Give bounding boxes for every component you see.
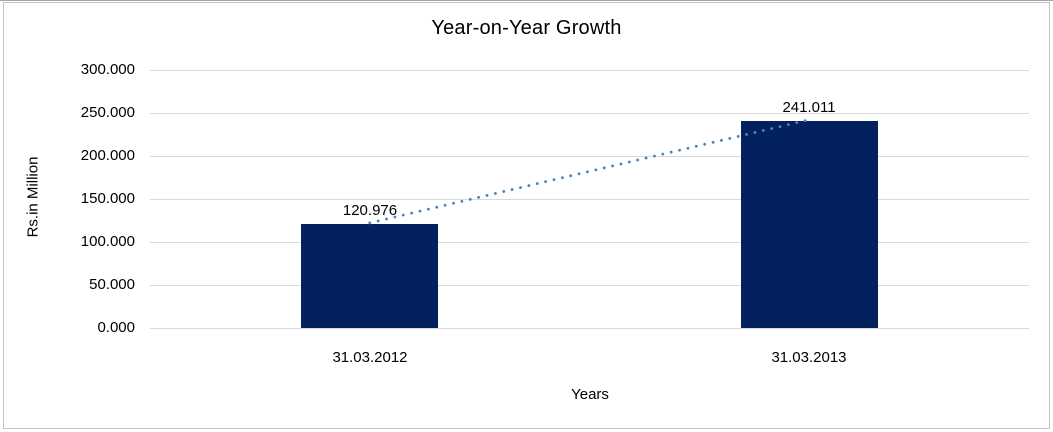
- y-axis-title: Rs.in Million: [24, 156, 42, 238]
- x-tick-label: 31.03.2012: [332, 349, 408, 366]
- screenshot-top-edge: [0, 0, 1053, 1]
- y-gridline: [150, 70, 1029, 71]
- y-gridline: [150, 328, 1029, 329]
- y-tick-label: 250.000: [80, 104, 135, 121]
- bar-data-label: 241.011: [782, 99, 836, 116]
- y-gridline: [150, 199, 1029, 200]
- x-tick-label: 31.03.2013: [771, 349, 847, 366]
- x-axis-title: Years: [571, 386, 609, 403]
- y-tick-label: 300.000: [80, 61, 135, 78]
- y-tick-label: 200.000: [80, 147, 135, 164]
- y-gridline: [150, 156, 1029, 157]
- y-gridline: [150, 113, 1029, 114]
- bar-31.03.2012: [301, 224, 438, 328]
- bar-data-label: 120.976: [342, 202, 398, 219]
- y-tick-label: 0.000: [97, 319, 135, 336]
- y-gridline: [150, 285, 1029, 286]
- chart-title: Year-on-Year Growth: [431, 17, 622, 39]
- y-tick-label: 50.000: [89, 276, 135, 293]
- y-tick-label: 100.000: [80, 233, 135, 250]
- y-tick-label: 150.000: [80, 190, 135, 207]
- bar-31.03.2013: [741, 121, 878, 328]
- y-gridline: [150, 242, 1029, 243]
